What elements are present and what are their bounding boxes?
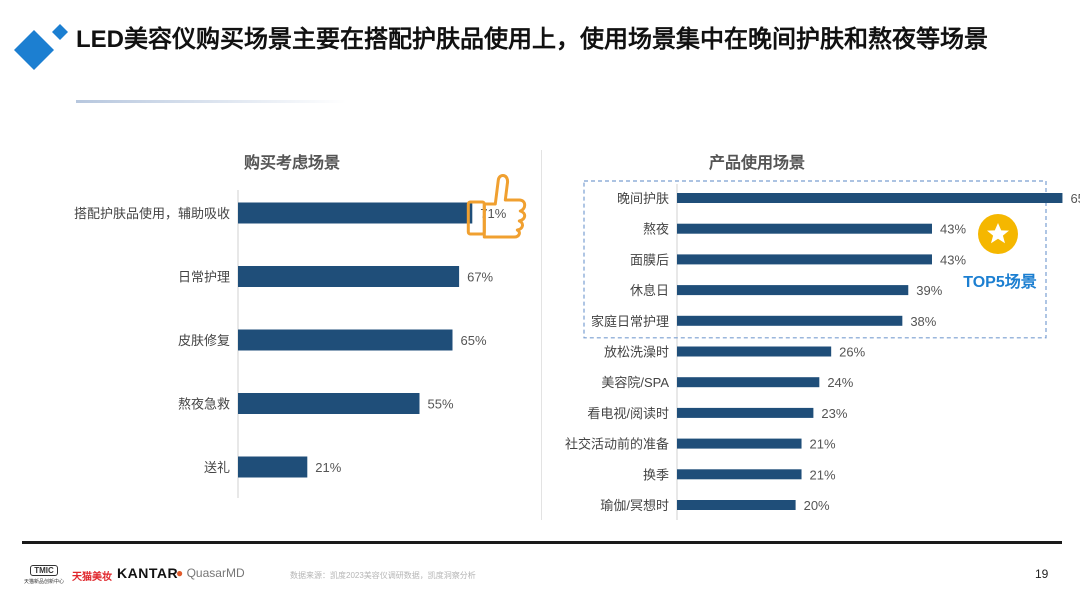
top5-label: TOP5场景 [963, 273, 1037, 291]
kantar-logo: KANTAR [117, 565, 179, 581]
bar [677, 407, 814, 418]
page-number: 19 [1035, 567, 1049, 581]
category-label: 放松洗澡时 [604, 345, 669, 360]
tmic-logo: TMIC 天猫新品创新中心 [23, 565, 64, 585]
bar [677, 377, 820, 388]
data-label: 65% [461, 333, 487, 348]
data-label: 23% [821, 406, 847, 421]
bar [238, 393, 420, 414]
data-source-note: 数据来源：凯度2023美容仪调研数据，凯度洞察分析 [290, 571, 476, 580]
data-label: 38% [910, 314, 936, 329]
data-label: 21% [810, 437, 836, 452]
category-label: 面膜后 [630, 252, 669, 267]
star-badge-icon [978, 214, 1018, 254]
category-label: 美容院/SPA [601, 375, 669, 390]
category-label: 看电视/阅读时 [587, 406, 669, 421]
bar [238, 456, 308, 478]
bar [677, 193, 1063, 203]
tmall-beauty-logo: 天猫美妆 [72, 572, 112, 583]
thumbs-up-icon [466, 174, 527, 239]
footer-divider [22, 541, 1062, 544]
data-label: 67% [467, 270, 493, 285]
bar [677, 223, 932, 234]
bar [677, 469, 802, 480]
data-label: 43% [940, 252, 966, 267]
category-label: 日常护理 [178, 270, 230, 285]
diamond-logo-icon [14, 24, 68, 70]
data-label: 43% [940, 222, 966, 237]
category-label: 家庭日常护理 [591, 314, 669, 329]
bar [677, 285, 909, 296]
bar [238, 329, 453, 351]
bar [677, 500, 796, 510]
bar [677, 254, 932, 265]
category-label: 换季 [643, 467, 669, 482]
bar [238, 266, 460, 287]
category-label: 熬夜 [643, 222, 669, 237]
data-label: 20% [804, 498, 830, 513]
footer: TMIC 天猫新品创新中心 天猫美妆 KANTAR ● QuasarMD 数据来… [0, 560, 1080, 590]
data-label: 21% [315, 460, 341, 475]
bar [677, 346, 832, 357]
top5-highlight-box [583, 180, 1047, 339]
data-label: 65% [1070, 191, 1080, 206]
bar [677, 438, 802, 449]
category-label: 送礼 [204, 460, 230, 475]
bar [238, 202, 473, 224]
data-label: 21% [810, 467, 836, 482]
chart-title: 购买考虑场景 [244, 153, 340, 172]
data-label: 55% [428, 397, 454, 412]
quasar-logo: ● QuasarMD [176, 566, 245, 580]
chart-title: 产品使用场景 [709, 153, 805, 172]
data-label: 39% [916, 283, 942, 298]
category-label: 皮肤修复 [178, 333, 230, 348]
category-label: 搭配护肤品使用，辅助吸收 [74, 206, 230, 221]
category-label: 社交活动前的准备 [565, 437, 669, 452]
page-title: LED美容仪购买场景主要在搭配护肤品使用上，使用场景集中在晚间护肤和熬夜等场景 [76, 26, 988, 53]
category-label: 熬夜急救 [178, 397, 230, 412]
data-label: 71% [480, 206, 506, 221]
title-underline [76, 100, 346, 103]
category-label: 瑜伽/冥想时 [600, 498, 669, 513]
category-label: 休息日 [630, 283, 669, 298]
data-label: 24% [827, 375, 853, 390]
category-label: 晚间护肤 [617, 191, 669, 206]
chart-divider [541, 150, 542, 520]
data-label: 26% [839, 345, 865, 360]
bar [677, 315, 903, 326]
